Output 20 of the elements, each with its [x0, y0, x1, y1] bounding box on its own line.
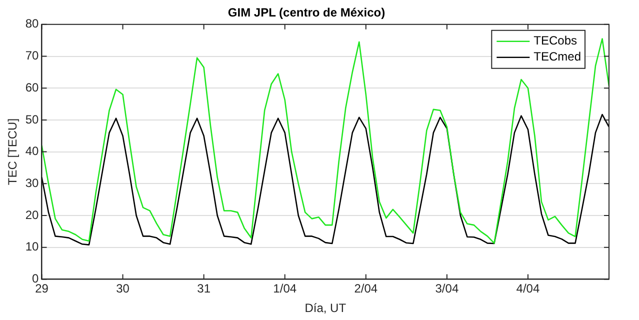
x-tick-label: 31: [197, 282, 211, 296]
y-tick-label: 40: [25, 144, 40, 158]
x-tick-label: 4/04: [516, 282, 540, 296]
legend-label: TECobs: [534, 34, 578, 48]
y-tick-label: 60: [25, 80, 40, 94]
x-tick-label: 3/04: [435, 282, 459, 296]
legend-label: TECmed: [534, 50, 581, 64]
x-axis-title: Día, UT: [304, 301, 347, 316]
x-tick-label: 30: [116, 282, 130, 296]
y-tick-label: 20: [25, 208, 40, 222]
y-tick-label: 80: [25, 16, 40, 31]
y-axis-title: TEC [TECU]: [6, 118, 20, 186]
y-tick-label: 30: [25, 176, 40, 190]
y-tick-label: 50: [25, 112, 40, 126]
y-tick-label: 70: [25, 48, 40, 63]
y-tick-label: 10: [25, 240, 40, 254]
x-tick-label: 1/04: [273, 282, 297, 296]
x-tick-label: 2/04: [354, 282, 378, 296]
chart-title: GIM JPL (centro de México): [228, 6, 386, 20]
x-tick-label: 29: [35, 282, 49, 296]
